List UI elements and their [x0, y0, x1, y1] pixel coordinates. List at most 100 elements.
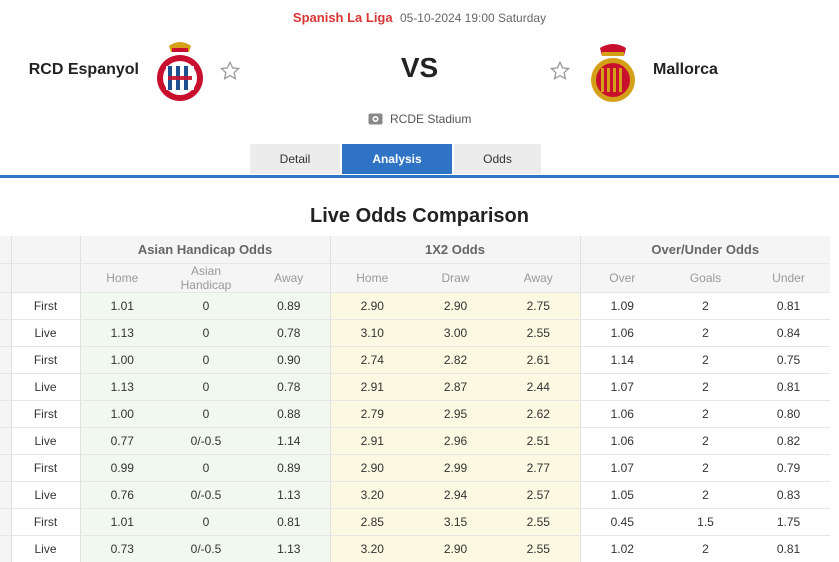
odds-row: Live 0.76 0/-0.5 1.13 3.20 2.94 2.57 1.05 2 0.83	[0, 481, 830, 509]
row-spacer	[0, 319, 12, 347]
tab-analysis[interactable]: Analysis	[342, 144, 452, 174]
x12-draw-odds: 3.00	[414, 319, 497, 347]
ah-handicap-value: 0	[164, 346, 248, 374]
ah-away-odds: 1.14	[248, 427, 331, 455]
x12-draw-odds: 2.87	[414, 373, 497, 401]
x12-away-odds: 2.57	[497, 481, 581, 509]
ah-home-odds: 0.73	[80, 535, 164, 562]
away-team-name[interactable]: Mallorca	[653, 61, 718, 78]
x12-home-odds: 2.90	[330, 292, 414, 320]
ou-under-odds: 0.83	[747, 481, 830, 509]
ah-handicap-value: 0	[164, 373, 248, 401]
ah-home-odds: 1.01	[80, 292, 164, 320]
ou-over-odds: 1.06	[580, 400, 664, 428]
ah-home-odds: 1.13	[80, 319, 164, 347]
subheader-type	[11, 263, 81, 293]
ah-handicap-value: 0	[164, 319, 248, 347]
league-line: Spanish La Liga 05-10-2024 19:00 Saturda…	[0, 10, 839, 25]
odds-row: First 1.00 0 0.90 2.74 2.82 2.61 1.14 2 0.75	[0, 346, 830, 374]
row-spacer	[0, 454, 12, 482]
ou-goals-value: 2	[664, 400, 747, 428]
ou-under-odds: 0.81	[747, 373, 830, 401]
ah-home-odds: 0.99	[80, 454, 164, 482]
ah-away-odds: 0.81	[248, 508, 331, 536]
ou-over-odds: 1.07	[580, 373, 664, 401]
ah-handicap-value: 0	[164, 508, 248, 536]
x12-draw-odds: 2.90	[414, 292, 497, 320]
subheader-ah-handicap: Asian Handicap	[164, 263, 248, 293]
stadium-name: RCDE Stadium	[389, 112, 472, 126]
x12-draw-odds: 2.94	[414, 481, 497, 509]
ah-home-odds: 1.00	[80, 346, 164, 374]
favorite-star-icon[interactable]	[219, 60, 241, 82]
ah-handicap-value: 0	[164, 400, 248, 428]
row-spacer	[0, 400, 12, 428]
league-name[interactable]: Spanish La Liga	[292, 10, 393, 25]
ou-under-odds: 0.82	[747, 427, 830, 455]
odds-type: Live	[11, 481, 81, 509]
favorite-star-icon[interactable]	[549, 60, 571, 82]
mallorca-logo[interactable]	[588, 40, 638, 104]
espanyol-logo[interactable]	[155, 40, 205, 104]
odds-row: Live 0.73 0/-0.5 1.13 3.20 2.90 2.55 1.02 2 0.81	[0, 535, 830, 562]
odds-table-body: First 1.01 0 0.89 2.90 2.90 2.75 1.09 2 0.81 Live 1…	[0, 292, 830, 562]
ou-goals-value: 2	[664, 535, 747, 562]
x12-draw-odds: 2.96	[414, 427, 497, 455]
ou-goals-value: 2	[664, 373, 747, 401]
x12-home-odds: 3.20	[330, 481, 414, 509]
x12-home-odds: 2.90	[330, 454, 414, 482]
stadium-info: RCDE Stadium	[0, 112, 839, 126]
odds-type: First	[11, 346, 81, 374]
ou-under-odds: 1.75	[747, 508, 830, 536]
ah-home-odds: 1.00	[80, 400, 164, 428]
odds-row: First 1.01 0 0.89 2.90 2.90 2.75 1.09 2 0.81	[0, 292, 830, 320]
ah-away-odds: 0.78	[248, 319, 331, 347]
ou-goals-value: 2	[664, 346, 747, 374]
odds-type: Live	[11, 319, 81, 347]
x12-home-odds: 2.79	[330, 400, 414, 428]
odds-type: First	[11, 454, 81, 482]
group-1x2: 1X2 Odds	[330, 236, 581, 264]
subheader-ou-goals: Goals	[664, 263, 747, 293]
x12-away-odds: 2.61	[497, 346, 581, 374]
row-spacer	[0, 481, 12, 509]
ah-handicap-value: 0/-0.5	[164, 427, 248, 455]
home-team-name[interactable]: RCD Espanyol	[28, 61, 139, 78]
odds-type: First	[11, 292, 81, 320]
ou-goals-value: 2	[664, 292, 747, 320]
x12-away-odds: 2.44	[497, 373, 581, 401]
x12-home-odds: 2.91	[330, 373, 414, 401]
group-asian-handicap: Asian Handicap Odds	[80, 236, 331, 264]
header-spacer	[0, 236, 12, 264]
x12-draw-odds: 2.82	[414, 346, 497, 374]
tab-odds[interactable]: Odds	[454, 144, 541, 174]
odds-type: Live	[11, 535, 81, 562]
match-header: Spanish La Liga 05-10-2024 19:00 Saturda…	[0, 0, 839, 178]
ou-over-odds: 1.05	[580, 481, 664, 509]
row-spacer	[0, 535, 12, 562]
ou-under-odds: 0.79	[747, 454, 830, 482]
ou-under-odds: 0.75	[747, 346, 830, 374]
header-type	[11, 236, 81, 264]
x12-away-odds: 2.77	[497, 454, 581, 482]
tab-underline	[0, 175, 839, 178]
x12-draw-odds: 2.99	[414, 454, 497, 482]
row-spacer	[0, 427, 12, 455]
ah-away-odds: 1.13	[248, 481, 331, 509]
x12-home-odds: 3.20	[330, 535, 414, 562]
ah-handicap-value: 0/-0.5	[164, 481, 248, 509]
match-tabs: Detail Analysis Odds	[250, 144, 543, 176]
ou-goals-value: 1.5	[664, 508, 747, 536]
odds-row: First 1.00 0 0.88 2.79 2.95 2.62 1.06 2 0.80	[0, 400, 830, 428]
ou-goals-value: 2	[664, 454, 747, 482]
ou-goals-value: 2	[664, 319, 747, 347]
subheader-ou-under: Under	[747, 263, 830, 293]
ou-under-odds: 0.81	[747, 535, 830, 562]
ou-under-odds: 0.80	[747, 400, 830, 428]
x12-draw-odds: 2.95	[414, 400, 497, 428]
tab-detail[interactable]: Detail	[250, 144, 340, 174]
ah-handicap-value: 0	[164, 454, 248, 482]
ou-under-odds: 0.81	[747, 292, 830, 320]
odds-row: Live 0.77 0/-0.5 1.14 2.91 2.96 2.51 1.06 2 0.82	[0, 427, 830, 455]
ou-over-odds: 1.07	[580, 454, 664, 482]
